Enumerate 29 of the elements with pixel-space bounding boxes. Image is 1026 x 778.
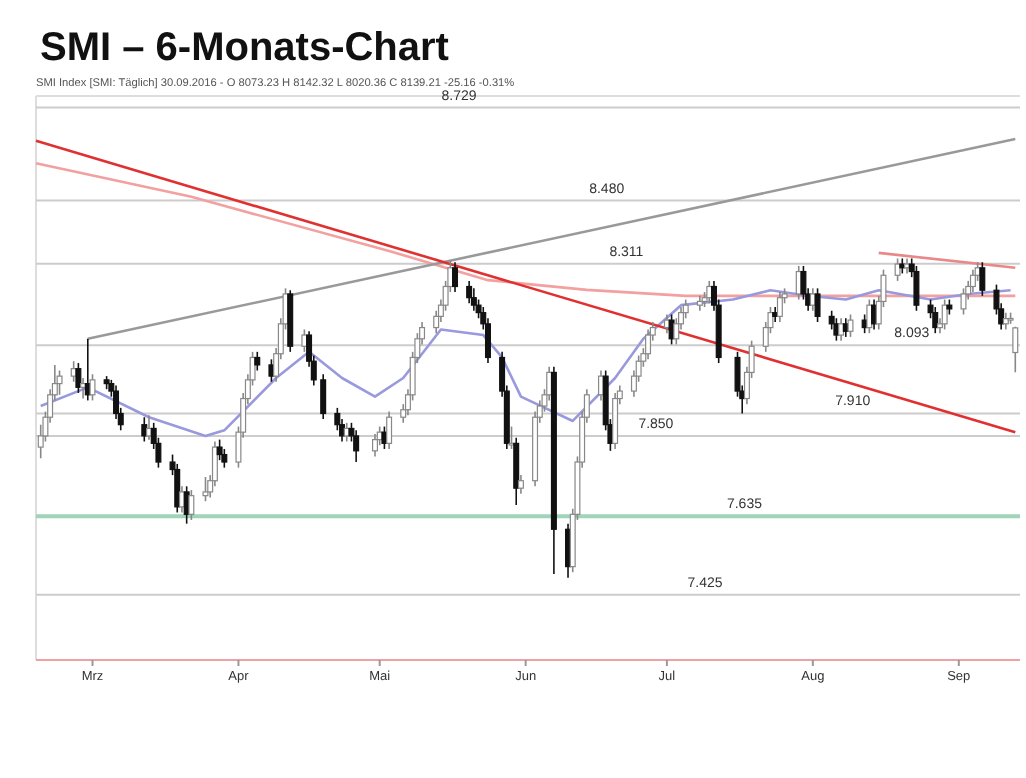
- candlestick: [979, 261, 986, 297]
- candlestick: [56, 369, 63, 396]
- candlestick: [216, 438, 223, 461]
- candlestick: [353, 429, 360, 463]
- chart-title: SMI – 6-Monats-Chart: [40, 26, 450, 70]
- candlestick: [452, 261, 459, 293]
- candlestick: [386, 410, 393, 450]
- candlestick: [894, 257, 901, 282]
- candlestick: [1012, 325, 1019, 374]
- candlestick: [508, 425, 515, 450]
- candlestick: [470, 287, 477, 312]
- candlestick: [847, 313, 854, 338]
- candlestick: [221, 448, 228, 469]
- candlestick: [466, 280, 473, 305]
- candlestick: [89, 373, 96, 402]
- candlestick: [645, 328, 652, 361]
- candlestick: [174, 463, 181, 514]
- candlestick: [960, 287, 967, 316]
- candlestick: [141, 416, 148, 443]
- candlestick: [913, 265, 920, 312]
- candlestick: [202, 476, 209, 503]
- candlestick: [969, 268, 976, 293]
- candlestick: [254, 351, 261, 372]
- candlestick: [814, 287, 821, 323]
- candlestick: [75, 362, 82, 394]
- candlestick: [371, 433, 378, 458]
- candlestick: [517, 474, 524, 495]
- candlestick: [188, 489, 195, 521]
- candlestick: [612, 392, 619, 450]
